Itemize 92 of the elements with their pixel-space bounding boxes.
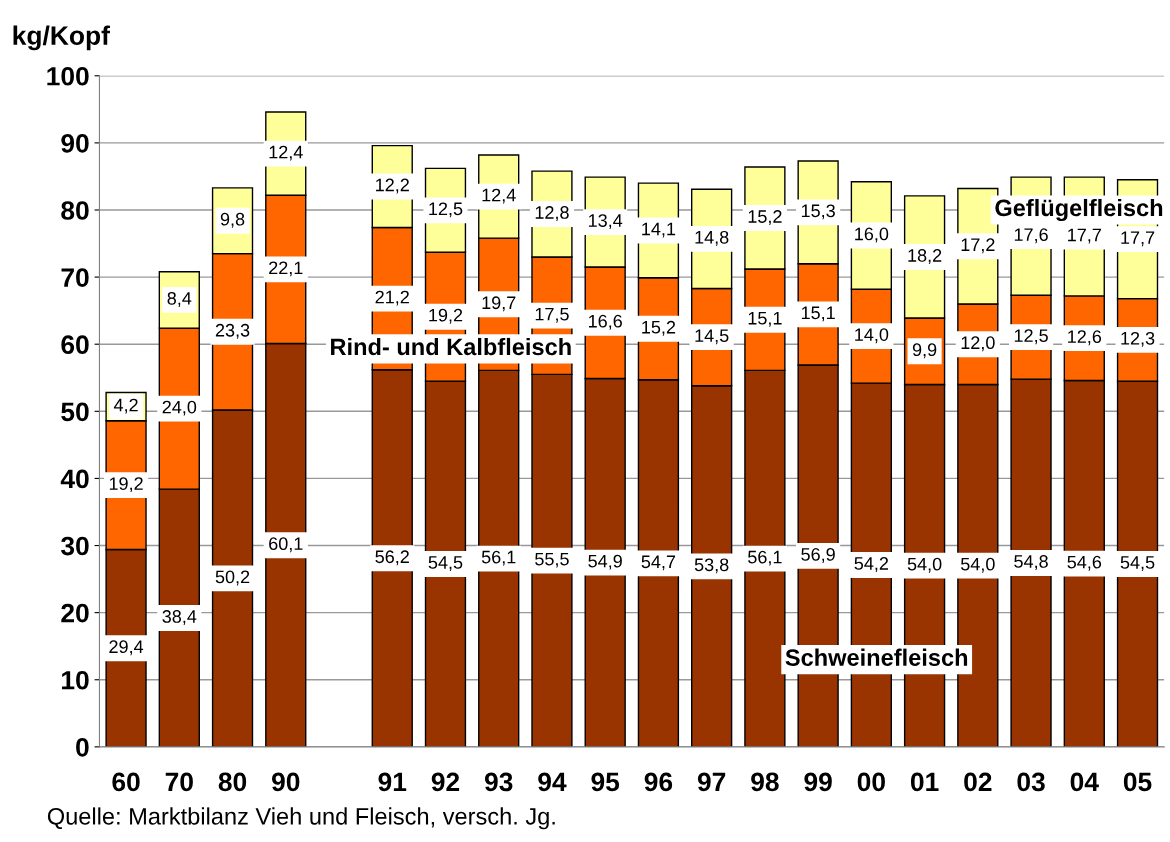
series-label: Schweinefleisch [785,648,968,666]
x-tick-label: 02 [964,772,992,792]
x-tick-label: 60 [112,772,140,792]
data-label: 17,7 [1068,228,1101,244]
y-tick-label: 40 [60,469,89,489]
x-tick-label: 01 [910,772,939,792]
data-label: 56,9 [801,547,835,563]
y-tick-label: 50 [61,402,89,422]
data-label: 15,1 [748,311,782,327]
data-label: 55,5 [535,552,569,568]
data-label: 18,2 [908,249,942,264]
x-tick-label: 92 [431,772,460,792]
data-label: 38,4 [162,610,197,625]
x-tick-label: 94 [538,772,567,792]
data-label: 19,2 [429,308,463,324]
data-label: 19,2 [109,477,143,493]
data-label: 12,4 [269,145,303,161]
data-label: 22,1 [269,261,303,277]
data-label: 12,6 [1068,330,1102,346]
x-tick-label: 00 [857,772,885,792]
x-tick-label: 97 [697,772,726,792]
y-tick-label: 90 [61,134,89,153]
data-label: 12,2 [376,178,409,194]
data-label: 9,9 [912,343,937,359]
data-label: 17,6 [1014,228,1048,244]
data-label: 15,1 [801,306,835,322]
data-label: 12,8 [535,206,569,221]
y-tick-label: 60 [61,335,89,355]
x-tick-label: 80 [218,772,247,792]
y-tick-label: 80 [61,201,89,220]
x-tick-label: 90 [272,772,300,792]
data-label: 14,1 [642,222,676,238]
y-tick-label: 10 [62,670,89,690]
data-label: 14,8 [695,230,729,246]
data-label: 54,2 [854,557,889,572]
data-label: 16,6 [588,314,622,330]
data-label: 12,5 [429,202,463,218]
data-label: 54,7 [641,555,676,571]
data-label: 54,6 [1067,555,1102,571]
data-label: 24,0 [162,400,197,416]
data-label: 19,7 [482,296,516,312]
data-label: 54,0 [907,557,942,573]
data-label: 14,0 [855,328,889,344]
data-label: 9,8 [220,212,245,228]
data-label: 54,8 [1014,555,1048,570]
data-label: 17,5 [535,307,569,323]
x-tick-label: 04 [1070,772,1099,792]
x-tick-label: 70 [165,772,193,792]
source-note: Quelle: Marktbilanz Vieh und Fleisch, versch. Jg. [47,807,555,830]
data-label: 53,8 [694,558,729,574]
x-tick-label: 91 [378,772,407,792]
data-label: 15,2 [642,320,676,336]
data-label: 13,4 [588,214,623,230]
data-label: 23,3 [215,323,250,339]
data-label: 17,7 [1121,231,1155,247]
x-tick-label: 95 [591,772,620,792]
x-tick-label: 93 [484,772,513,792]
x-tick-label: 05 [1123,772,1152,792]
data-label: 8,4 [167,291,192,307]
y-tick-label: 30 [60,536,89,556]
data-label: 54,5 [1120,556,1155,571]
data-label: 29,4 [109,640,144,656]
data-label: 50,2 [215,570,250,586]
data-label: 60,1 [269,537,303,553]
y-tick-label: 20 [61,603,89,623]
data-label: 12,3 [1121,331,1155,347]
data-label: 21,2 [375,290,409,306]
data-label: 56,1 [481,550,516,566]
y-tick-label: 100 [47,66,89,86]
data-label: 56,1 [748,550,782,566]
data-label: 4,2 [113,398,138,414]
data-label: 15,3 [801,204,835,220]
data-label: 12,5 [1014,329,1048,345]
data-label: 15,2 [748,210,782,226]
series-label: Geflügelfleisch [995,198,1163,222]
data-label: 14,5 [695,329,729,345]
data-label: 56,2 [375,550,409,566]
x-tick-label: 99 [804,772,832,792]
y-tick-label: 0 [76,737,89,757]
y-axis-title: kg/Kopf [13,25,110,51]
data-label: 12,4 [482,188,516,204]
data-label: 16,0 [855,227,889,243]
data-label: 17,2 [961,238,995,254]
x-tick-label: 98 [751,772,779,792]
series-label: Rind- und Kalbfleisch [331,337,571,356]
y-tick-label: 70 [61,268,89,287]
data-label: 54,0 [960,557,995,573]
data-label: 54,9 [588,554,622,570]
data-label: 12,0 [961,336,995,352]
data-label: 54,5 [428,556,463,571]
x-tick-label: 96 [644,772,673,792]
x-tick-label: 03 [1017,772,1045,792]
